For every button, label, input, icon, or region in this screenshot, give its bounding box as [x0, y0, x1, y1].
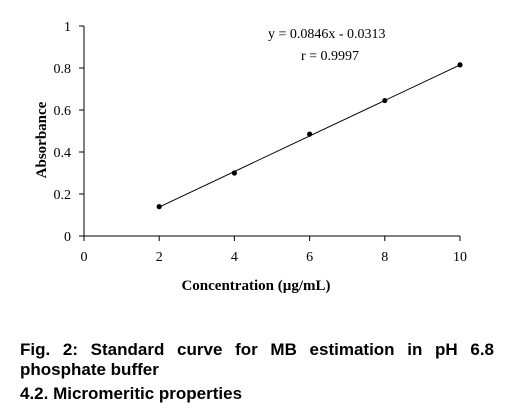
x-tick-label: 0 — [81, 250, 88, 265]
x-tick-label: 2 — [156, 250, 163, 265]
x-tick-label: 4 — [231, 250, 238, 265]
y-tick-label: 0 — [64, 230, 71, 245]
y-tick-label: 0.4 — [54, 146, 72, 161]
figure-caption: Fig. 2: Standard curve for MB estimation… — [20, 340, 494, 379]
y-ticks: 0 0.2 0.4 0.6 0.8 1 — [54, 20, 84, 245]
data-points — [156, 62, 463, 210]
chart: 0 0.2 0.4 0.6 0.8 1 0 2 4 6 8 10 y = 0.0846x - 0.0… — [34, 20, 467, 294]
y-tick-label: 0.6 — [54, 104, 72, 119]
x-tick-label: 8 — [381, 250, 388, 265]
y-tick-label: 0.2 — [54, 188, 72, 203]
data-point — [156, 204, 162, 210]
x-axis-title: Concentration (µg/mL) — [181, 278, 330, 294]
x-tick-label: 6 — [306, 250, 313, 265]
data-point — [307, 131, 313, 137]
equation-annotation: y = 0.0846x - 0.0313 — [268, 27, 386, 42]
x-ticks: 0 2 4 6 8 10 — [81, 236, 467, 265]
y-axis-title: Absorbance — [34, 101, 50, 178]
x-tick-label: 10 — [453, 250, 467, 265]
y-tick-label: 0.8 — [54, 62, 72, 77]
r-value-annotation: r = 0.9997 — [301, 49, 359, 64]
y-tick-label: 1 — [64, 20, 71, 35]
section-heading: 4.2. Micromeritic properties — [20, 384, 243, 403]
data-point — [231, 170, 237, 176]
data-point — [457, 62, 463, 68]
data-point — [382, 97, 388, 104]
